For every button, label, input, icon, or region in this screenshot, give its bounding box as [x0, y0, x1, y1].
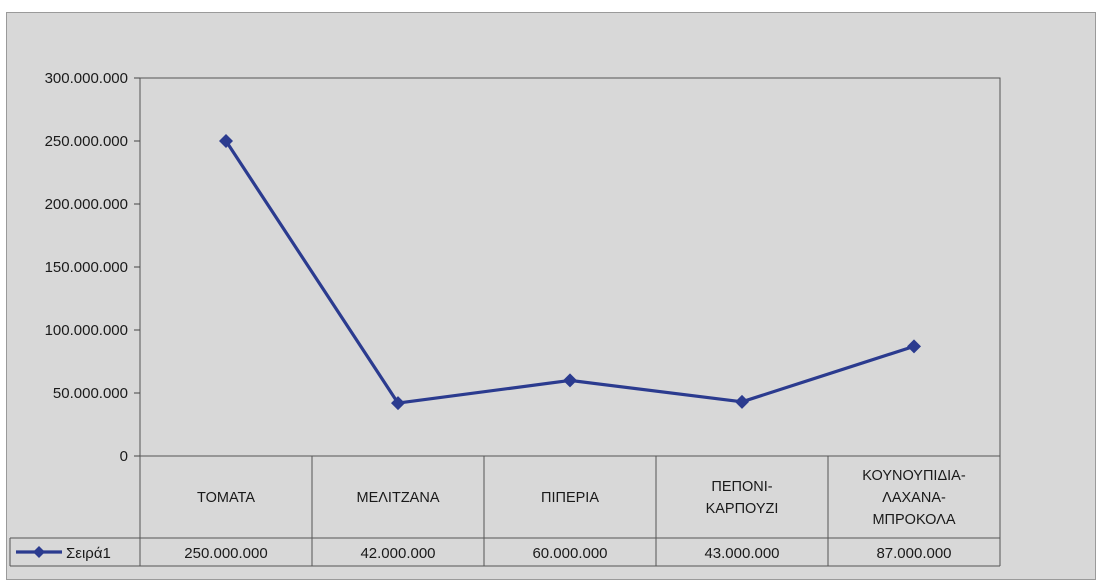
data-point-marker [391, 396, 405, 411]
data-point-marker [907, 339, 921, 354]
x-category-label: ΜΕΛΙΤΖΑΝΑ [357, 490, 440, 506]
x-category-label-line: ΠΕΠΟΝΙ- [711, 479, 772, 495]
x-category-label-line: ΚΑΡΠΟΥΖΙ [706, 501, 779, 517]
data-point-marker [219, 134, 233, 148]
x-category-label-line: ΛΑΧΑΝΑ- [882, 490, 946, 506]
y-tick-label: 100.000.000 [45, 322, 128, 339]
x-category-label-line: ΠΙΠΕΡΙΑ [541, 490, 599, 506]
data-table-value: 250.000.000 [184, 545, 267, 562]
x-category-label-line: ΤΟΜΑΤΑ [197, 490, 255, 506]
data-table-value: 87.000.000 [876, 545, 951, 562]
x-category-label: ΠΕΠΟΝΙ- ΚΑΡΠΟΥΖΙ [706, 479, 779, 517]
plot-area [139, 77, 1001, 457]
y-tick-label: 150.000.000 [45, 259, 128, 276]
legend-marker [33, 546, 45, 558]
x-category-label: ΤΟΜΑΤΑ [197, 490, 255, 506]
data-point-marker [563, 373, 577, 388]
y-tick-label: 200.000.000 [45, 196, 128, 213]
x-category-label-line: ΜΕΛΙΤΖΑΝΑ [357, 490, 440, 506]
x-category-label: ΠΙΠΕΡΙΑ [541, 490, 599, 506]
y-tick-label: 0 [120, 448, 128, 465]
y-tick-label: 250.000.000 [45, 133, 128, 150]
data-table-value: 42.000.000 [360, 545, 435, 562]
data-table-value: 60.000.000 [532, 545, 607, 562]
y-tick-label: 50.000.000 [53, 385, 128, 402]
x-category-label-line: ΚΟΥΝΟΥΠΙΔΙΑ- [862, 468, 966, 484]
data-point-marker [735, 394, 749, 409]
data-table-value: 43.000.000 [704, 545, 779, 562]
legend-label: Σειρά1 [66, 545, 111, 562]
x-category-label-line: ΜΠΡΟΚΟΛΑ [872, 512, 955, 528]
y-tick-label: 300.000.000 [45, 70, 128, 87]
x-category-label: ΚΟΥΝΟΥΠΙΔΙΑ- ΛΑΧΑΝΑ- ΜΠΡΟΚΟΛΑ [862, 468, 966, 528]
